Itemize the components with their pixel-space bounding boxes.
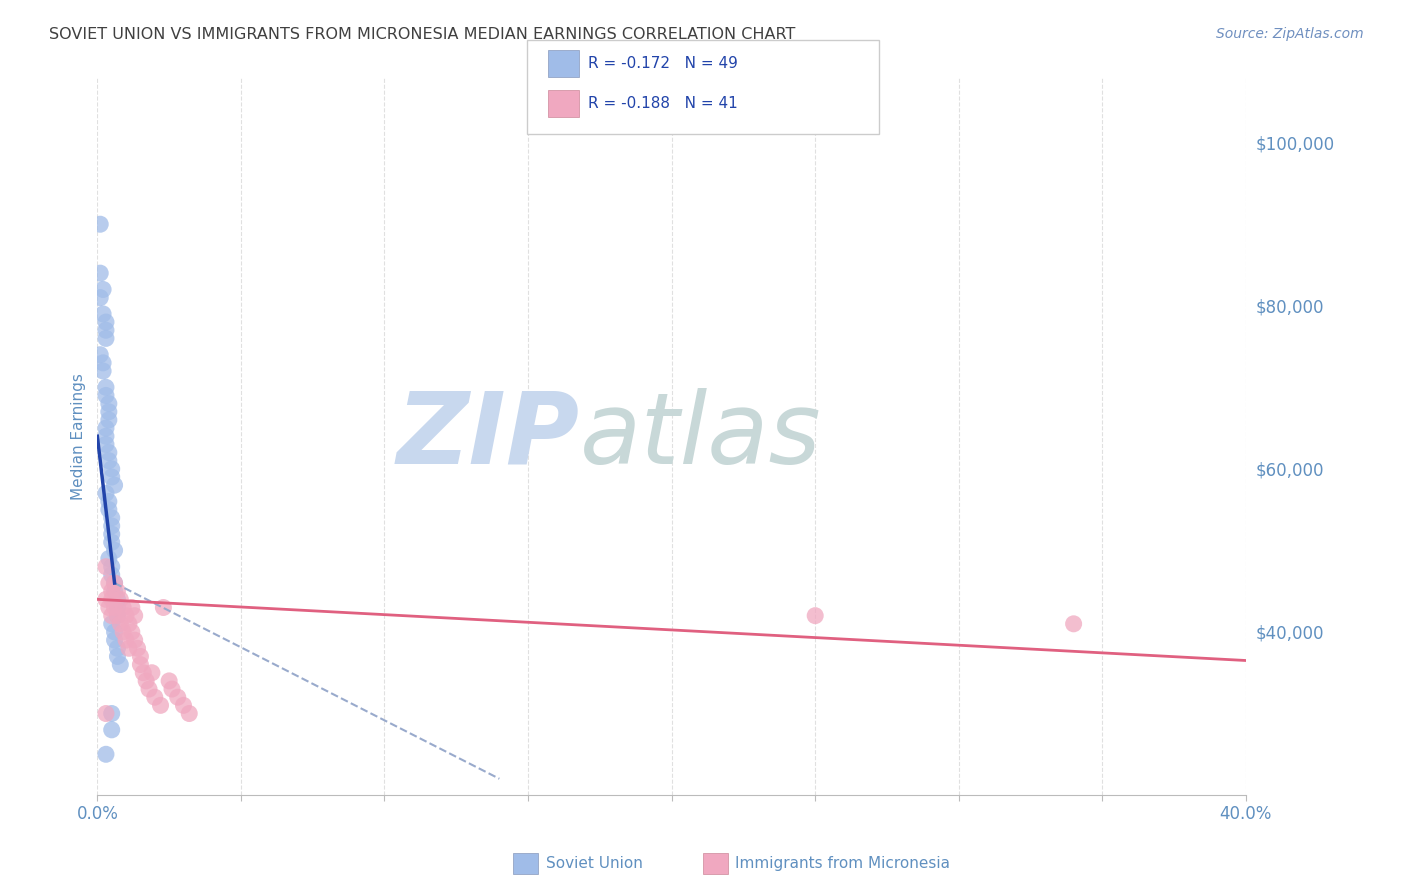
Point — [94, 421, 117, 435]
Point — [100, 527, 122, 541]
Point — [103, 624, 125, 639]
Text: Immigrants from Micronesia: Immigrants from Micronesia — [735, 856, 950, 871]
Point — [103, 576, 125, 591]
Point — [121, 624, 143, 639]
Point — [107, 608, 129, 623]
Point — [103, 584, 125, 599]
Point — [94, 315, 117, 329]
Point — [97, 453, 120, 467]
Point — [97, 397, 120, 411]
Point — [100, 567, 122, 582]
Point — [100, 559, 122, 574]
Point — [179, 706, 201, 721]
Point — [97, 576, 120, 591]
Text: Soviet Union: Soviet Union — [546, 856, 643, 871]
Point — [97, 551, 120, 566]
Point — [107, 592, 129, 607]
Point — [110, 592, 132, 607]
Point — [149, 698, 172, 713]
Point — [129, 657, 152, 672]
Text: Source: ZipAtlas.com: Source: ZipAtlas.com — [1216, 27, 1364, 41]
Point — [94, 331, 117, 345]
Point — [100, 519, 122, 533]
Point — [100, 608, 122, 623]
Point — [100, 470, 122, 484]
Point — [118, 616, 141, 631]
Point — [103, 478, 125, 492]
Point — [1063, 616, 1085, 631]
Point — [127, 641, 149, 656]
Point — [143, 690, 166, 705]
Point — [118, 641, 141, 656]
Point — [107, 641, 129, 656]
Point — [100, 592, 122, 607]
Point — [152, 600, 174, 615]
Point — [89, 266, 111, 280]
Point — [100, 616, 122, 631]
Point — [110, 616, 132, 631]
Point — [94, 592, 117, 607]
Point — [94, 437, 117, 451]
Point — [89, 217, 111, 231]
Point — [89, 291, 111, 305]
Point — [94, 706, 117, 721]
Point — [124, 608, 146, 623]
Point — [103, 633, 125, 648]
Point — [100, 535, 122, 549]
Point — [91, 364, 114, 378]
Point — [97, 600, 120, 615]
Text: SOVIET UNION VS IMMIGRANTS FROM MICRONESIA MEDIAN EARNINGS CORRELATION CHART: SOVIET UNION VS IMMIGRANTS FROM MICRONES… — [49, 27, 796, 42]
Point — [100, 510, 122, 524]
Point — [91, 283, 114, 297]
Point — [103, 576, 125, 591]
Point — [100, 706, 122, 721]
Point — [94, 323, 117, 337]
Point — [107, 584, 129, 599]
Point — [97, 445, 120, 459]
Point — [107, 600, 129, 615]
Point — [173, 698, 195, 713]
Point — [804, 608, 827, 623]
Point — [124, 633, 146, 648]
Point — [91, 307, 114, 321]
Point — [100, 584, 122, 599]
Point — [100, 462, 122, 476]
Point — [115, 633, 138, 648]
Point — [121, 600, 143, 615]
Point — [138, 681, 160, 696]
Point — [100, 723, 122, 737]
Point — [160, 681, 183, 696]
Point — [141, 665, 163, 680]
Text: atlas: atlas — [579, 388, 821, 484]
Y-axis label: Median Earnings: Median Earnings — [72, 373, 86, 500]
Point — [166, 690, 188, 705]
Point — [103, 543, 125, 558]
Text: R = -0.172   N = 49: R = -0.172 N = 49 — [588, 56, 738, 71]
Point — [107, 649, 129, 664]
Point — [132, 665, 155, 680]
Point — [103, 600, 125, 615]
Point — [135, 673, 157, 688]
Point — [91, 356, 114, 370]
Point — [94, 559, 117, 574]
Point — [94, 380, 117, 394]
Point — [97, 494, 120, 508]
Point — [112, 600, 135, 615]
Point — [94, 388, 117, 402]
Point — [157, 673, 180, 688]
Point — [94, 429, 117, 443]
Point — [129, 649, 152, 664]
Point — [94, 747, 117, 762]
Point — [89, 348, 111, 362]
Text: ZIP: ZIP — [396, 388, 579, 484]
Point — [94, 486, 117, 500]
Point — [110, 657, 132, 672]
Point — [112, 624, 135, 639]
Point — [115, 608, 138, 623]
Point — [107, 608, 129, 623]
Point — [97, 405, 120, 419]
Point — [97, 502, 120, 516]
Text: R = -0.188   N = 41: R = -0.188 N = 41 — [588, 95, 738, 111]
Point — [97, 413, 120, 427]
